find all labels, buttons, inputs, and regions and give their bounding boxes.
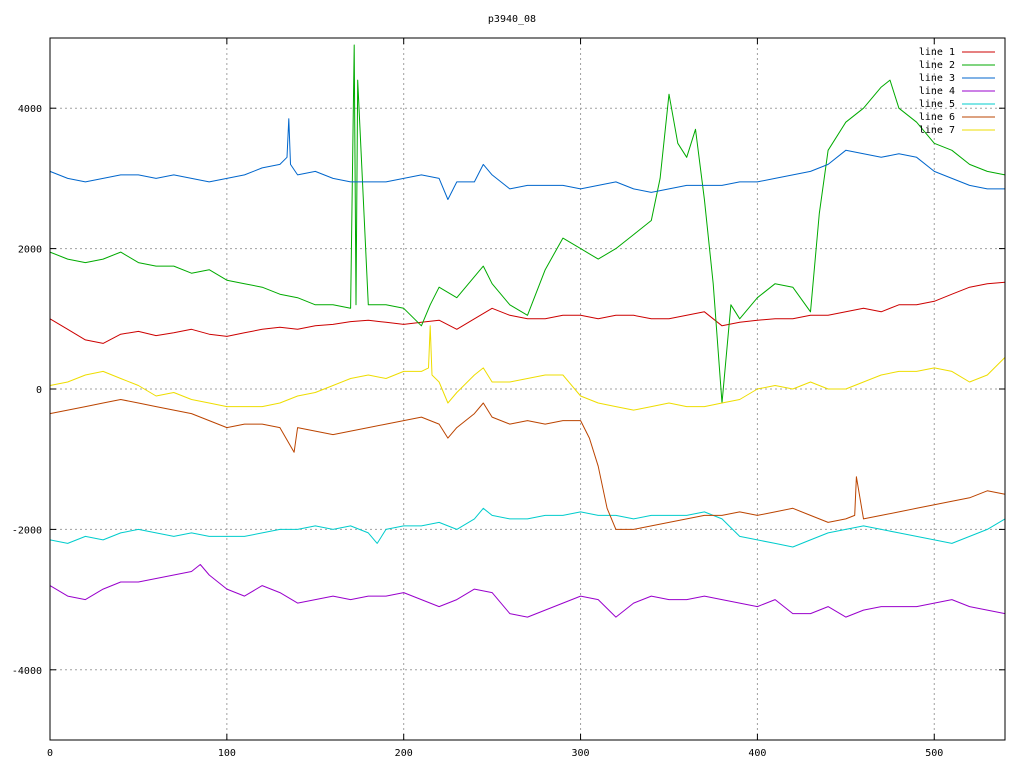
series-line-1 xyxy=(49,281,1006,344)
legend-label: line 5 xyxy=(919,99,955,110)
series-line-6 xyxy=(49,399,1006,530)
legend-label: line 1 xyxy=(919,47,955,58)
series-line-5 xyxy=(49,507,1006,548)
y-tick-label: 0 xyxy=(36,385,42,396)
y-tick-label: 4000 xyxy=(18,104,42,115)
x-tick-label: 0 xyxy=(47,748,53,759)
y-tick-label: -2000 xyxy=(12,525,42,536)
x-tick-label: 500 xyxy=(925,748,943,759)
legend-label: line 6 xyxy=(919,112,955,123)
legend-label: line 4 xyxy=(919,86,955,97)
x-tick-label: 400 xyxy=(748,748,766,759)
series-line-3 xyxy=(49,118,1005,200)
legend-label: line 7 xyxy=(919,125,955,136)
series-line-4 xyxy=(49,564,1006,618)
chart-title: p3940_08 xyxy=(488,14,536,25)
x-tick-label: 200 xyxy=(395,748,413,759)
x-tick-label: 300 xyxy=(572,748,590,759)
legend: line 1 line 2 line 3 line 4 line 5 line 6 line… xyxy=(919,47,995,136)
series-group xyxy=(49,44,1006,618)
y-tick-label: 2000 xyxy=(18,245,42,256)
y-axis-ticks: -4000 -2000 0 2000 4000 xyxy=(12,104,1005,677)
x-axis-ticks: 0 100 200 300 400 500 xyxy=(47,38,943,759)
series-line-2 xyxy=(49,44,1006,404)
legend-label: line 3 xyxy=(919,73,955,84)
legend-label: line 2 xyxy=(919,60,955,71)
y-tick-label: -4000 xyxy=(12,666,42,677)
x-tick-label: 100 xyxy=(218,748,236,759)
series-line-7 xyxy=(49,325,1006,411)
